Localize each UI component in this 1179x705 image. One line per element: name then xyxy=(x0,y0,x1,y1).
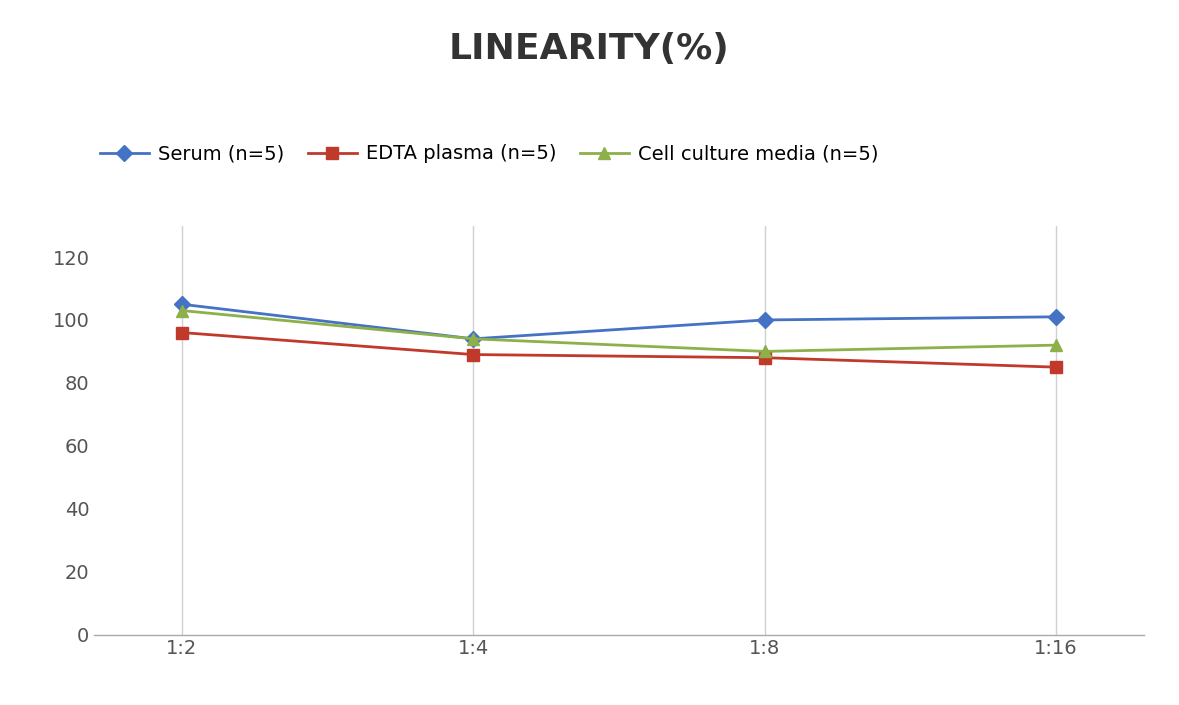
Text: LINEARITY(%): LINEARITY(%) xyxy=(449,32,730,66)
EDTA plasma (n=5) xyxy=(466,350,480,359)
Cell culture media (n=5) xyxy=(466,335,480,343)
Serum (n=5) xyxy=(1049,312,1063,321)
Legend: Serum (n=5), EDTA plasma (n=5), Cell culture media (n=5): Serum (n=5), EDTA plasma (n=5), Cell cul… xyxy=(92,137,887,171)
Cell culture media (n=5) xyxy=(758,347,772,355)
Line: Cell culture media (n=5): Cell culture media (n=5) xyxy=(176,305,1062,357)
EDTA plasma (n=5) xyxy=(1049,363,1063,372)
Line: Serum (n=5): Serum (n=5) xyxy=(176,299,1062,344)
Line: EDTA plasma (n=5): EDTA plasma (n=5) xyxy=(176,327,1062,373)
Serum (n=5) xyxy=(758,316,772,324)
Serum (n=5) xyxy=(174,300,189,309)
Cell culture media (n=5) xyxy=(1049,341,1063,350)
EDTA plasma (n=5) xyxy=(174,329,189,337)
Serum (n=5) xyxy=(466,335,480,343)
EDTA plasma (n=5) xyxy=(758,353,772,362)
Cell culture media (n=5) xyxy=(174,306,189,314)
